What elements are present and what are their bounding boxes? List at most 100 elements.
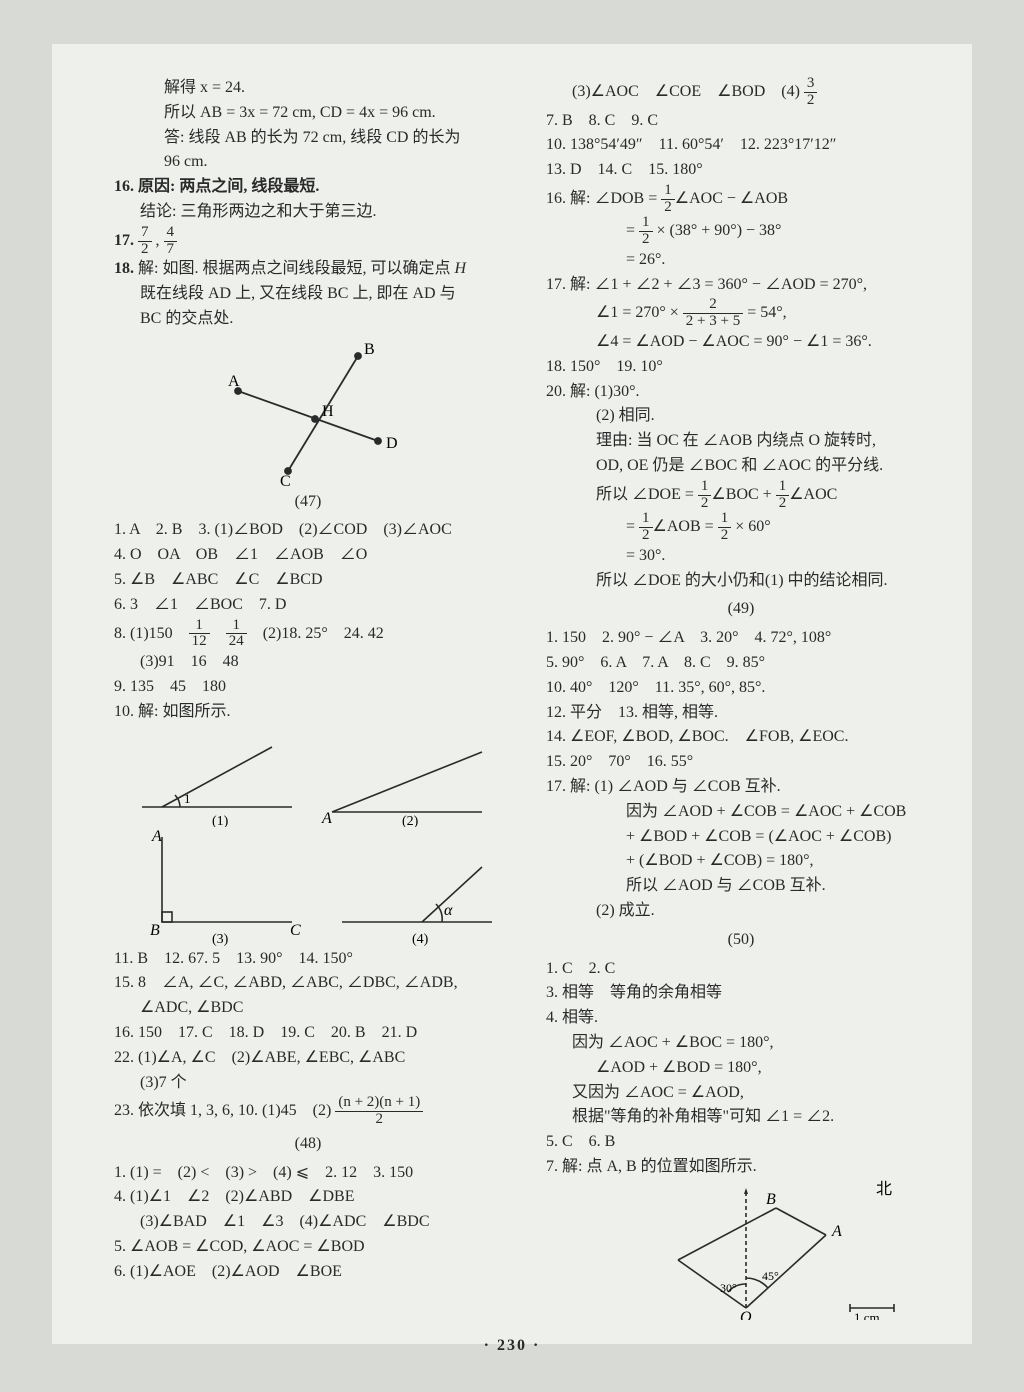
text: 解得 x = 24. [114, 76, 502, 101]
text: 又因为 ∠AOC = ∠AOD, [546, 1081, 936, 1106]
label-D: D [386, 435, 398, 452]
text: 6. 3 ∠1 ∠BOC 7. D [114, 593, 502, 618]
text: 根据"等角的补角相等"可知 ∠1 = ∠2. [546, 1105, 936, 1130]
label-A: A [831, 1223, 842, 1240]
section-50: (50) [546, 928, 936, 953]
text: (3)91 16 48 [114, 650, 502, 675]
columns: 解得 x = 24. 所以 AB = 3x = 72 cm, CD = 4x =… [96, 76, 928, 1320]
label-30: 30° [720, 1281, 737, 1295]
text: (3)7 个 [114, 1071, 502, 1096]
text: + ∠BOD + ∠COB = (∠AOC + ∠COB) [546, 825, 936, 850]
text: 所以 AB = 3x = 72 cm, CD = 4x = 96 cm. [114, 101, 502, 126]
text: ∠ADC, ∠BDC [114, 996, 502, 1021]
text: 15. 8 ∠A, ∠C, ∠ABD, ∠ABC, ∠DBC, ∠ADB, [114, 971, 502, 996]
text: 所以 ∠AOD 与 ∠COB 互补. [546, 874, 936, 899]
text: = 12∠AOB = 12 × 60° [546, 511, 936, 544]
text: 23. 依次填 1, 3, 6, 10. (1)45 (2) (n + 2)(n… [114, 1095, 502, 1128]
text: 10. 40° 120° 11. 35°, 60°, 85°. [546, 676, 936, 701]
page: 解得 x = 24. 所以 AB = 3x = 72 cm, CD = 4x =… [52, 44, 972, 1344]
text: 7. B 8. C 9. C [546, 109, 936, 134]
text: 所以 ∠DOE 的大小仍和(1) 中的结论相同. [546, 569, 936, 594]
text: (2) 成立. [546, 899, 936, 924]
figure-10-row1: 1 A (1) (2) [122, 727, 502, 827]
text: 1. C 2. C [546, 957, 936, 982]
text: = 12 × (38° + 90°) − 38° [546, 215, 936, 248]
text: + (∠BOD + ∠COB) = 180°, [546, 849, 936, 874]
text: 1. 150 2. 90° − ∠A 3. 20° 4. 72°, 108° [546, 626, 936, 651]
text: 18. 18. 解: 如图. 根据两点之间线段最短, 可以确定点 H解: 如图.… [114, 257, 502, 282]
label-alpha: α [444, 902, 453, 919]
section-48: (48) [114, 1132, 502, 1157]
label-O: O [740, 1309, 752, 1320]
text: 12. 平分 13. 相等, 相等. [546, 701, 936, 726]
text: = 30°. [546, 544, 936, 569]
text: 结论: 三角形两边之和大于第三边. [114, 200, 502, 225]
text: BC 的交点处. [114, 307, 502, 332]
text: 20. 解: (1)30°. [546, 380, 936, 405]
label-B: B [364, 341, 375, 358]
caption-1: (1) [212, 814, 229, 827]
figure-18: A B C D H [198, 336, 418, 486]
text: 5. ∠B ∠ABC ∠C ∠BCD [114, 568, 502, 593]
page-number: · 230 · [96, 1334, 928, 1359]
text: 1. A 2. B 3. (1)∠BOD (2)∠COD (3)∠AOC [114, 518, 502, 543]
label-A3: A [151, 828, 162, 845]
label-B3: B [150, 922, 160, 939]
section-47: (47) [114, 490, 502, 515]
label-C: C [280, 473, 291, 486]
text: (3)∠AOC ∠COE ∠BOD (4) 32 [546, 76, 936, 109]
label-C3: C [290, 922, 301, 939]
caption-3: (3) [212, 932, 229, 947]
text: 因为 ∠AOD + ∠COB = ∠AOC + ∠COB [546, 800, 936, 825]
text: 4. 相等. [546, 1006, 936, 1031]
text: = 26°. [546, 248, 936, 273]
label-H: H [322, 403, 334, 420]
text: (2) 相同. [546, 404, 936, 429]
text: 9. 135 45 180 [114, 675, 502, 700]
label-A2: A [321, 810, 332, 827]
text: 5. 90° 6. A 7. A 8. C 9. 85° [546, 651, 936, 676]
caption-4: (4) [412, 932, 429, 947]
text: ∠1 = 270° × 22 + 3 + 5 = 54°, [546, 297, 936, 330]
text: 18. 150° 19. 10° [546, 355, 936, 380]
text: ∠AOD + ∠BOD = 180°, [546, 1056, 936, 1081]
text: 17. 解: (1) ∠AOD 与 ∠COB 互补. [546, 775, 936, 800]
text: 既在线段 AD 上, 又在线段 BC 上, 即在 AD 与 [114, 282, 502, 307]
text: 16. 150 17. C 18. D 19. C 20. B 21. D [114, 1021, 502, 1046]
text: 6. (1)∠AOE (2)∠AOD ∠BOE [114, 1260, 502, 1285]
label-B: B [766, 1191, 776, 1208]
text: 答: 线段 AB 的长为 72 cm, 线段 CD 的长为 [114, 126, 502, 151]
text: 3. 相等 等角的余角相等 [546, 981, 936, 1006]
left-column: 解得 x = 24. 所以 AB = 3x = 72 cm, CD = 4x =… [96, 76, 520, 1320]
text: 1. (1) = (2) < (3) > (4) ⩽ 2. 12 3. 150 [114, 1161, 502, 1186]
text: 22. (1)∠A, ∠C (2)∠ABE, ∠EBC, ∠ABC [114, 1046, 502, 1071]
text: 4. O OA OB ∠1 ∠AOB ∠O [114, 543, 502, 568]
figure-50: 北 A B O 45° 30° 1 cm [636, 1180, 936, 1320]
text: OD, OE 仍是 ∠BOC 和 ∠AOC 的平分线. [546, 454, 936, 479]
text: 5. C 6. B [546, 1130, 936, 1155]
text: 5. ∠AOB = ∠COD, ∠AOC = ∠BOD [114, 1235, 502, 1260]
text: 17. 72 , 47 [114, 225, 502, 258]
label-north: 北 [876, 1180, 892, 1198]
text: ∠4 = ∠AOD − ∠AOC = 90° − ∠1 = 36°. [546, 330, 936, 355]
text: 11. B 12. 67. 5 13. 90° 14. 150° [114, 947, 502, 972]
right-column: (3)∠AOC ∠COE ∠BOD (4) 32 7. B 8. C 9. C … [528, 76, 954, 1320]
text: 10. 138°54′49″ 11. 60°54′ 12. 223°17′12″ [546, 133, 936, 158]
text: 17. 解: ∠1 + ∠2 + ∠3 = 360° − ∠AOD = 270°… [546, 273, 936, 298]
figure-10-row2: A B C α (3) (4) [122, 827, 502, 947]
text: (3)∠BAD ∠1 ∠3 (4)∠ADC ∠BDC [114, 1210, 502, 1235]
text: 96 cm. [114, 150, 502, 175]
text: 7. 解: 点 A, B 的位置如图所示. [546, 1155, 936, 1180]
label-1: 1 [184, 791, 191, 806]
text: 10. 解: 如图所示. [114, 700, 502, 725]
text: 所以 ∠DOE = 12∠BOC + 12∠AOC [546, 479, 936, 512]
section-49: (49) [546, 597, 936, 622]
label-45: 45° [762, 1269, 779, 1283]
text: 14. ∠EOF, ∠BOD, ∠BOC. ∠FOB, ∠EOC. [546, 725, 936, 750]
scale-label: 1 cm [854, 1310, 880, 1320]
text: 16. 原因: 两点之间, 线段最短. [114, 175, 502, 200]
text: 因为 ∠AOC + ∠BOC = 180°, [546, 1031, 936, 1056]
caption-2: (2) [402, 814, 419, 827]
label-A: A [228, 373, 240, 390]
text: 15. 20° 70° 16. 55° [546, 750, 936, 775]
